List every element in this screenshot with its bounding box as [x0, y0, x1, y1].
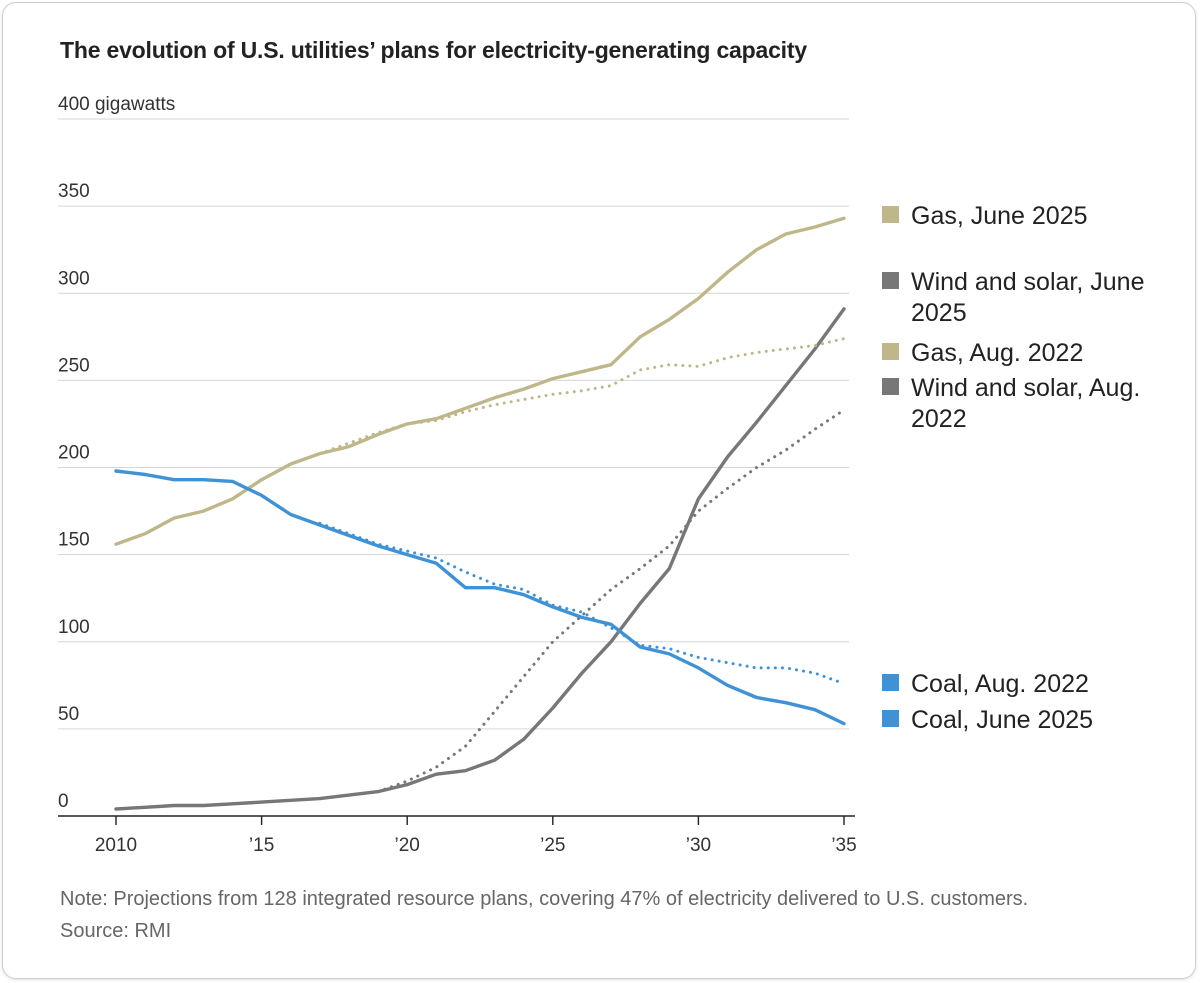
series-line-wind-and-solar-aug-2022	[376, 408, 846, 794]
series-lines	[114, 216, 846, 811]
legend-label-gas-aug-2022: Gas, Aug. 2022	[911, 339, 1083, 367]
legend-swatch-gas-aug-2022	[882, 343, 899, 360]
y-tick-label: 150	[58, 530, 90, 551]
gridlines	[58, 118, 849, 730]
legend-label-wind-and-solar-aug-2022: 2022	[911, 405, 967, 433]
y-tick-label: 350	[58, 181, 90, 202]
y-tick-label: 300	[58, 268, 90, 289]
legend-label-wind-and-solar-june-2025: 2025	[911, 299, 967, 327]
y-tick-label: 0	[58, 791, 69, 812]
y-tick-label: 50	[58, 704, 79, 725]
y-tick-label: 400 gigawatts	[58, 94, 175, 115]
y-tick-label: 250	[58, 355, 90, 376]
chart-title: The evolution of U.S. utilities’ plans f…	[60, 37, 807, 63]
series-line-wind-and-solar-june-2025	[114, 307, 846, 811]
footnote: Note: Projections from 128 integrated re…	[60, 883, 1028, 947]
series-line-coal-aug-2022	[318, 521, 846, 686]
x-axis: 2010 ’15 ’20 ’25 ’30 ’35	[58, 815, 857, 856]
note-text: Note: Projections from 128 integrated re…	[60, 888, 1029, 910]
legend-label-gas-june-2025: Gas, June 2025	[911, 202, 1088, 230]
legend-label-coal-aug-2022: Coal, Aug. 2022	[911, 670, 1089, 698]
legend-swatch-coal-aug-2022	[882, 674, 899, 691]
legend-label-wind-and-solar-aug-2022: Wind and solar, Aug.	[911, 374, 1140, 402]
legend-swatch-wind-and-solar-aug-2022	[882, 378, 899, 395]
x-tick-label: ’15	[249, 835, 274, 856]
source-text: Source: RMI	[60, 920, 172, 942]
x-tick-label: ’25	[540, 835, 565, 856]
legend: Gas, June 2025 Wind and solar, June 2025 Ga…	[882, 202, 1144, 734]
series-line-gas-june-2025	[114, 216, 846, 546]
legend-swatch-gas-june-2025	[882, 206, 899, 223]
legend-swatch-wind-and-solar-june-2025	[882, 272, 899, 289]
x-tick-label: ’30	[686, 835, 711, 856]
series-line-gas-aug-2022	[318, 337, 846, 456]
y-axis-labels: 0 50 100 150 200 250 300 350 400 gigawatts	[58, 94, 175, 812]
x-tick-label: ’35	[831, 835, 856, 856]
legend-swatch-coal-june-2025	[882, 710, 899, 727]
x-tick-label: ’20	[395, 835, 420, 856]
series-line-coal-june-2025	[114, 469, 846, 726]
legend-label-coal-june-2025: Coal, June 2025	[911, 706, 1093, 734]
x-tick-label: 2010	[95, 835, 137, 856]
line-chart: 0 50 100 150 200 250 300 350 400 gigawatts 2010 ’…	[58, 94, 1144, 856]
legend-label-wind-and-solar-june-2025: Wind and solar, June	[911, 268, 1144, 296]
y-tick-label: 100	[58, 617, 90, 638]
y-tick-label: 200	[58, 443, 90, 464]
